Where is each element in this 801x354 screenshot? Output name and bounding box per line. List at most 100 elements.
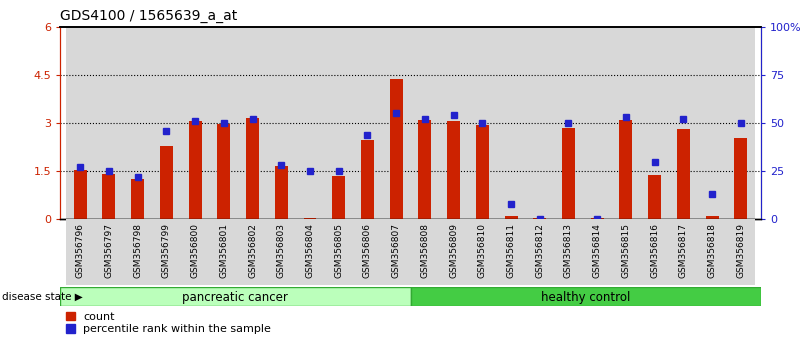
Text: GSM356811: GSM356811 [506, 223, 516, 278]
Text: GSM356809: GSM356809 [449, 223, 458, 278]
Bar [209, 27, 238, 219]
Bar [152, 27, 181, 219]
Text: GSM356804: GSM356804 [305, 223, 315, 278]
Bar [410, 27, 439, 219]
Bar [640, 219, 669, 285]
Bar [612, 219, 640, 285]
Bar [706, 216, 718, 219]
Bar [669, 27, 698, 219]
Bar [533, 218, 546, 219]
Bar [324, 219, 353, 285]
Text: GSM356819: GSM356819 [736, 223, 746, 278]
Bar [390, 79, 403, 219]
Bar [74, 170, 87, 219]
Bar [361, 140, 374, 219]
Bar [562, 128, 575, 219]
Legend: count, percentile rank within the sample: count, percentile rank within the sample [66, 312, 272, 334]
Bar [296, 219, 324, 285]
Bar [640, 27, 669, 219]
Bar [181, 219, 209, 285]
Bar [160, 146, 173, 219]
Text: GSM356814: GSM356814 [593, 223, 602, 278]
Bar [619, 120, 633, 219]
Bar [468, 219, 497, 285]
Bar [727, 219, 755, 285]
Bar [209, 219, 238, 285]
Bar [677, 129, 690, 219]
Bar [418, 120, 431, 219]
Text: GSM356818: GSM356818 [707, 223, 717, 278]
Text: disease state ▶: disease state ▶ [2, 291, 83, 302]
Bar [60, 287, 410, 306]
Text: GSM356798: GSM356798 [133, 223, 142, 278]
Bar [583, 27, 612, 219]
Text: GSM356815: GSM356815 [622, 223, 630, 278]
Bar [382, 27, 410, 219]
Text: GDS4100 / 1565639_a_at: GDS4100 / 1565639_a_at [60, 9, 237, 23]
Bar [66, 219, 95, 285]
Bar [439, 219, 468, 285]
Bar [583, 219, 612, 285]
Bar [95, 27, 123, 219]
Text: pancreatic cancer: pancreatic cancer [183, 291, 288, 304]
Bar [497, 219, 525, 285]
Text: GSM356816: GSM356816 [650, 223, 659, 278]
Bar [497, 27, 525, 219]
Bar [152, 219, 181, 285]
Bar [669, 219, 698, 285]
Bar [554, 219, 583, 285]
Bar [95, 219, 123, 285]
Bar [66, 27, 95, 219]
Bar [238, 27, 267, 219]
Text: GSM356810: GSM356810 [478, 223, 487, 278]
Bar [698, 219, 727, 285]
Text: GSM356812: GSM356812 [535, 223, 544, 278]
Text: healthy control: healthy control [541, 291, 630, 304]
Bar [324, 27, 353, 219]
Text: GSM356806: GSM356806 [363, 223, 372, 278]
Bar [123, 27, 152, 219]
Bar [698, 27, 727, 219]
Text: GSM356797: GSM356797 [104, 223, 114, 278]
Bar [382, 219, 410, 285]
Bar [131, 179, 144, 219]
Bar [238, 219, 267, 285]
Bar [439, 27, 468, 219]
Text: GSM356801: GSM356801 [219, 223, 228, 278]
Bar [612, 27, 640, 219]
Bar [525, 27, 554, 219]
Bar [123, 219, 152, 285]
Bar [267, 219, 296, 285]
Text: GSM356796: GSM356796 [75, 223, 85, 278]
Text: GSM356808: GSM356808 [421, 223, 429, 278]
Bar [296, 27, 324, 219]
Text: GSM356807: GSM356807 [392, 223, 400, 278]
Bar [353, 219, 382, 285]
Bar [275, 166, 288, 219]
Bar [476, 125, 489, 219]
Bar [103, 174, 115, 219]
Bar [727, 27, 755, 219]
Bar [447, 121, 460, 219]
Bar [304, 218, 316, 219]
Text: GSM356802: GSM356802 [248, 223, 257, 278]
Text: GSM356799: GSM356799 [162, 223, 171, 278]
Bar [353, 27, 382, 219]
Bar [648, 175, 661, 219]
Bar [410, 219, 439, 285]
Text: GSM356817: GSM356817 [679, 223, 688, 278]
Bar [525, 219, 554, 285]
Bar [591, 218, 604, 219]
Text: GSM356805: GSM356805 [334, 223, 343, 278]
Bar [181, 27, 209, 219]
Bar [188, 121, 202, 219]
Bar [332, 176, 345, 219]
Bar [505, 216, 517, 219]
Text: GSM356800: GSM356800 [191, 223, 199, 278]
Bar [217, 124, 230, 219]
Text: GSM356813: GSM356813 [564, 223, 573, 278]
Bar [554, 27, 583, 219]
Bar [410, 287, 761, 306]
Bar [267, 27, 296, 219]
Bar [468, 27, 497, 219]
